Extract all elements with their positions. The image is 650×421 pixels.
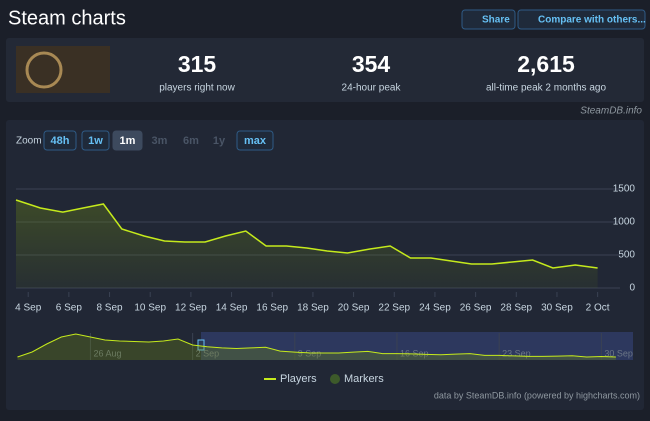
stats-panel bbox=[6, 38, 644, 102]
x-tick-label: 26 Sep bbox=[460, 303, 492, 314]
credit: data by SteamDB.info (powered by highcha… bbox=[434, 390, 640, 400]
share-button[interactable] bbox=[461, 9, 516, 30]
x-tick-label: 18 Sep bbox=[297, 303, 329, 314]
stat-label: 24-hour peak bbox=[342, 83, 402, 94]
x-tick-label: 10 Sep bbox=[134, 303, 166, 314]
stat-value: 315 bbox=[178, 51, 217, 77]
navigator-handle[interactable] bbox=[197, 339, 205, 351]
navigator-selection[interactable] bbox=[201, 332, 633, 360]
page-title: Steam charts bbox=[8, 7, 126, 29]
stat-value: 2,615 bbox=[517, 51, 575, 77]
x-tick-label: 28 Sep bbox=[500, 303, 532, 314]
source-label: SteamDB.info bbox=[580, 106, 642, 117]
zoom-button[interactable] bbox=[81, 130, 110, 151]
x-tick-label: 12 Sep bbox=[175, 303, 207, 314]
navigator-label: 26 Aug bbox=[93, 348, 121, 358]
zoom-option: 1m bbox=[120, 135, 136, 147]
x-tick-label: 4 Sep bbox=[15, 303, 42, 314]
zoom-option: 1w bbox=[88, 135, 103, 147]
zoom-button[interactable] bbox=[236, 130, 274, 151]
share-label: Share bbox=[482, 15, 510, 26]
y-tick-label: 0 bbox=[629, 283, 635, 294]
zoom-button[interactable] bbox=[43, 130, 77, 151]
zoom-option: 1y bbox=[213, 135, 226, 147]
stat-label: players right now bbox=[159, 83, 235, 94]
compare-button[interactable] bbox=[517, 9, 646, 30]
legend-marker bbox=[330, 374, 340, 384]
x-tick-label: 14 Sep bbox=[216, 303, 248, 314]
x-tick-label: 22 Sep bbox=[378, 303, 410, 314]
y-tick-label: 1500 bbox=[613, 184, 636, 195]
stat-label: all-time peak 2 months ago bbox=[486, 83, 607, 94]
x-tick-label: 2 Oct bbox=[586, 303, 610, 314]
zoom-label: Zoom bbox=[16, 136, 42, 147]
thumbnail-art bbox=[25, 51, 63, 89]
players-line bbox=[15, 199, 598, 269]
zoom-option: 6m bbox=[183, 135, 199, 147]
y-tick-label: 500 bbox=[618, 250, 635, 261]
navigator-label: 30 Sep bbox=[604, 348, 633, 358]
y-tick-label: 1000 bbox=[613, 217, 636, 228]
stat-value: 354 bbox=[352, 51, 391, 77]
x-tick-label: 16 Sep bbox=[256, 303, 288, 314]
navigator-line bbox=[17, 333, 616, 358]
game-thumbnail bbox=[16, 46, 110, 93]
zoom-button[interactable] bbox=[112, 130, 143, 151]
zoom-option: 48h bbox=[51, 135, 70, 147]
x-tick-label: 6 Sep bbox=[56, 303, 83, 314]
players-area bbox=[16, 200, 598, 288]
legend-label[interactable]: Markers bbox=[344, 373, 384, 385]
x-tick-label: 8 Sep bbox=[96, 303, 123, 314]
compare-label: Compare with others... bbox=[538, 15, 646, 26]
zoom-option: 3m bbox=[152, 135, 168, 147]
legend-label[interactable]: Players bbox=[280, 373, 317, 385]
x-tick-label: 20 Sep bbox=[338, 303, 370, 314]
zoom-option: max bbox=[244, 135, 267, 147]
x-tick-label: 30 Sep bbox=[541, 303, 573, 314]
navigator-label: 16 Sep bbox=[400, 348, 429, 358]
navigator-label: 2 Sep bbox=[196, 348, 220, 358]
x-tick-label: 24 Sep bbox=[419, 303, 451, 314]
navigator-label: 23 Sep bbox=[502, 348, 531, 358]
